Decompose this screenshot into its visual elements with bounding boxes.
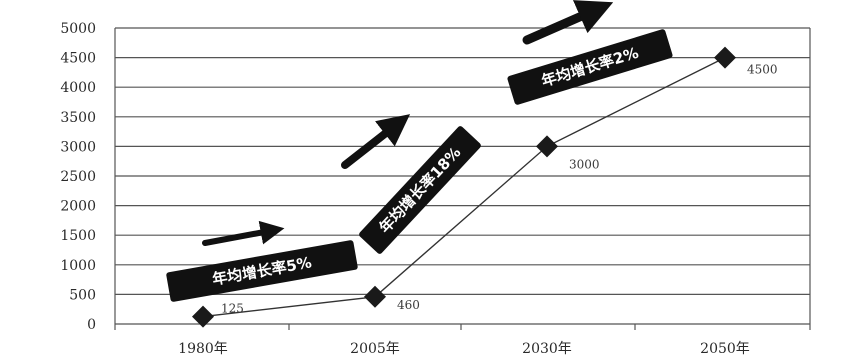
series-line: [192, 46, 736, 328]
x-tick-label: 2030年: [522, 341, 572, 357]
data-label: 460: [397, 298, 420, 312]
data-label: 4500: [747, 63, 778, 77]
data-labels: 125 460 3000 4500: [221, 63, 778, 316]
trend-arrow: [522, 0, 614, 45]
y-axis: 0 500 1000 1500 2000 2500 3000 3500 4000 4500 5000: [60, 21, 96, 333]
x-tick-label: 2050年: [700, 341, 750, 357]
y-tick-label: 4500: [60, 51, 96, 67]
x-tick-label: 2005年: [350, 341, 400, 357]
y-tick-label: 3000: [60, 139, 96, 155]
trend-arrows: [202, 0, 614, 246]
y-tick-label: 1500: [60, 228, 96, 244]
data-label: 125: [221, 302, 244, 316]
series-polyline: [202, 56, 726, 318]
banner-box: [507, 29, 673, 105]
y-tick-label: 2500: [60, 169, 96, 185]
y-tick-label: 0: [87, 317, 96, 333]
y-tick-label: 3500: [60, 110, 96, 126]
data-label: 3000: [569, 157, 600, 171]
y-tick-label: 2000: [60, 199, 96, 215]
data-point-marker: [714, 46, 736, 69]
banner-box: [166, 240, 358, 302]
y-tick-label: 1000: [60, 258, 96, 274]
trend-arrow: [341, 114, 411, 169]
banner-box: [359, 126, 481, 254]
data-point-marker: [192, 305, 214, 328]
y-tick-label: 4000: [60, 80, 96, 96]
trend-arrow: [202, 220, 285, 246]
x-axis: 1980年 2005年 2030年 2050年: [114, 324, 811, 357]
x-tick-label: 1980年: [178, 341, 228, 357]
y-tick-label: 5000: [60, 21, 96, 37]
data-point-marker: [536, 135, 558, 158]
data-point-marker: [364, 285, 386, 308]
y-tick-label: 500: [69, 287, 96, 303]
